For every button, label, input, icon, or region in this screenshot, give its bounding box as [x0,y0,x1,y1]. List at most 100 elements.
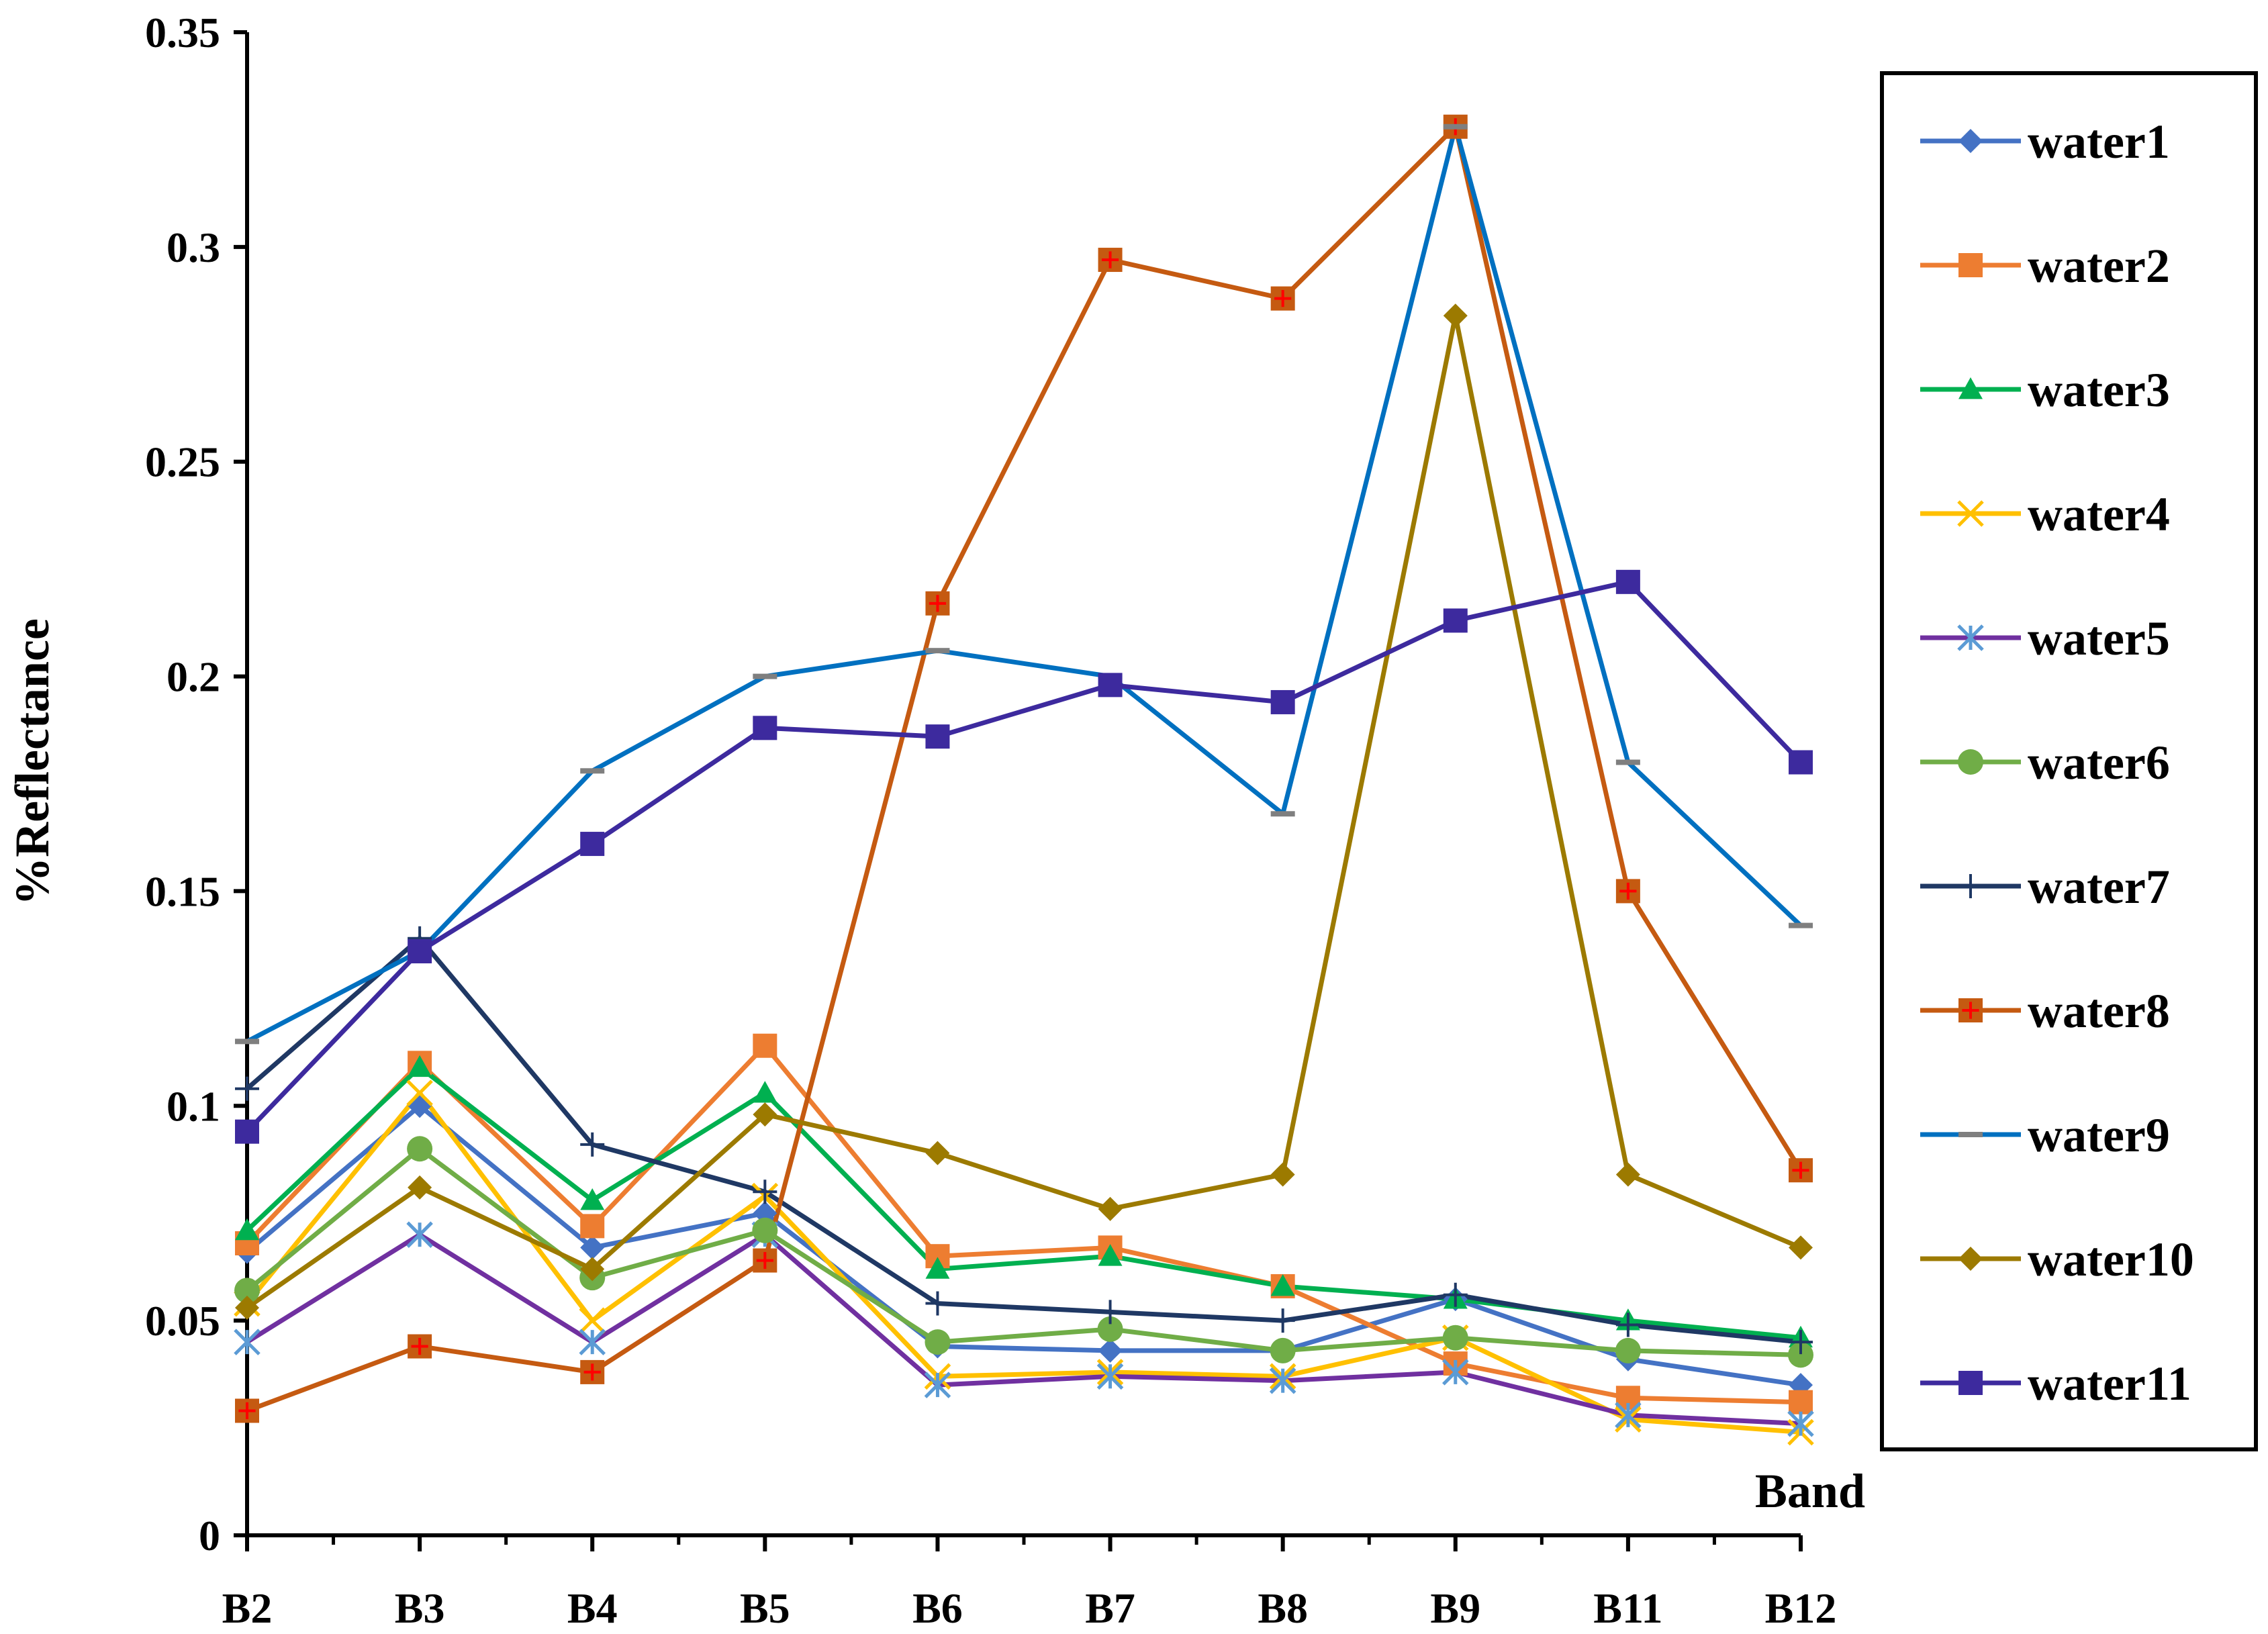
data-point-water11-B2 [235,1119,259,1144]
data-point-water11-B7 [1098,673,1123,698]
data-point-water3-B7 [1098,1244,1123,1266]
legend-marker-water7 [1958,874,1983,898]
data-point-water9-B5 [753,673,777,679]
data-point-water10-B7 [1098,1196,1123,1221]
x-tick-label: B7 [1085,1584,1135,1632]
data-point-water8-B5 [753,1248,777,1273]
data-point-water6-B8 [1270,1337,1296,1363]
series-line-water9 [246,124,1803,1044]
y-tick-label: 0 [199,1512,220,1559]
data-point-water8-B3 [408,1334,432,1359]
data-point-water10-B8 [1270,1162,1295,1187]
x-tick-label: B3 [395,1584,445,1632]
data-point-water9-B4 [580,768,605,774]
axes: 0 0.05 0.1 0.15 0.2 0.25 0.3 0.35 B2 B3 B4 B5 B6 B7 B8… [145,9,1836,1632]
data-point-water5-B12 [1787,1410,1814,1437]
legend-label-water2: water2 [2028,239,2170,293]
data-point-water5-B7 [1096,1363,1124,1390]
data-point-water8-B2 [235,1398,259,1423]
legend-label-water5: water5 [2028,612,2170,665]
y-tick-label: 0.15 [145,867,220,915]
data-point-water4-B3 [406,1079,433,1106]
legend-label-water9: water9 [2028,1108,2170,1162]
data-point-water8-B4 [580,1359,605,1384]
legend-marker-water3 [1958,377,1983,399]
series-line-water4 [245,1090,1801,1435]
data-point-water7-B6 [925,1291,950,1316]
data-point-water11-B11 [1615,569,1640,594]
data-point-water5-B8 [1269,1367,1296,1394]
legend-marker-water11 [1958,1371,1983,1395]
x-tick-label: B12 [1765,1584,1837,1632]
data-point-water4-B4 [579,1307,606,1334]
data-point-water1-B7 [1098,1338,1123,1363]
data-point-water9-B2 [235,1039,259,1045]
legend-label-water8: water8 [2028,984,2170,1038]
legend-marker-water4 [1957,500,1984,527]
data-point-water5-B4 [579,1329,606,1355]
data-point-water3-B8 [1270,1273,1295,1296]
data-point-water8-B7 [1098,248,1123,273]
data-point-water3-B4 [580,1188,605,1210]
legend: water1 water2 water3 water4 water5 water6 wate… [1880,71,2258,1451]
legend-label-water7: water7 [2028,860,2170,914]
data-point-water7-B9 [1443,1282,1468,1307]
data-point-water9-B6 [925,648,950,654]
series-line-water3 [245,1065,1801,1341]
data-point-water6-B3 [407,1136,433,1162]
legend-marker-water1 [1958,129,1983,153]
data-point-water7-B7 [1098,1300,1123,1325]
data-point-water6-B12 [1788,1342,1813,1368]
legend-marker-water6 [1958,749,1983,775]
data-point-water8-B12 [1789,1158,1813,1183]
x-tick-label: B2 [222,1584,273,1632]
data-point-water7-B8 [1270,1308,1295,1333]
data-point-water5-B11 [1615,1402,1642,1429]
data-point-water10-B12 [1789,1235,1813,1260]
x-tick-label: B8 [1258,1584,1308,1632]
y-tick-label: 0.35 [145,9,220,56]
data-point-water11-B9 [1443,608,1468,633]
data-point-water7-B4 [580,1132,605,1157]
series-lines [245,124,1803,1435]
data-point-water8-B11 [1615,879,1640,904]
legend-label-water10: water10 [2028,1233,2194,1286]
x-axis-title: Band [1755,1464,1865,1518]
series-line-water6 [245,1146,1801,1357]
data-point-water6-B5 [752,1217,778,1243]
y-tick-label: 0.1 [167,1082,220,1130]
data-point-water6-B2 [234,1278,260,1304]
data-point-water5-B9 [1442,1359,1469,1386]
y-axis-title: %Reflectance [5,618,59,906]
data-point-water6-B6 [925,1329,951,1355]
series-line-water1 [245,1103,1801,1388]
data-point-water5-B2 [234,1329,261,1355]
data-point-water9-B11 [1615,759,1640,765]
data-point-water2-B12 [1789,1390,1813,1414]
data-point-water6-B9 [1442,1325,1468,1351]
data-point-water3-B6 [925,1257,950,1279]
data-point-water11-B12 [1789,750,1813,775]
legend-marker-water10 [1958,1247,1983,1271]
series-line-water8 [246,124,1803,1413]
legend-marker-water2 [1958,253,1983,277]
legend-marker-water8 [1958,998,1983,1022]
data-point-water3-B5 [753,1081,777,1103]
legend-label-water1: water1 [2028,115,2170,169]
series-line-water10 [245,313,1802,1310]
data-point-water6-B7 [1097,1316,1123,1342]
data-point-water8-B6 [925,591,950,616]
data-point-water7-B12 [1789,1330,1813,1355]
data-point-water5-B6 [924,1372,951,1398]
data-point-water8-B8 [1270,286,1295,311]
x-tick-label: B6 [912,1584,963,1632]
data-point-water9-B9 [1443,124,1468,130]
x-tick-label: B4 [567,1584,618,1632]
data-point-water9-B12 [1789,922,1813,928]
data-point-water7-B5 [753,1180,777,1204]
legend-label-water3: water3 [2028,363,2170,417]
data-point-water11-B4 [580,832,605,857]
data-point-water9-B8 [1270,811,1295,817]
data-point-water2-B4 [580,1214,605,1239]
legend-label-water4: water4 [2028,487,2170,541]
